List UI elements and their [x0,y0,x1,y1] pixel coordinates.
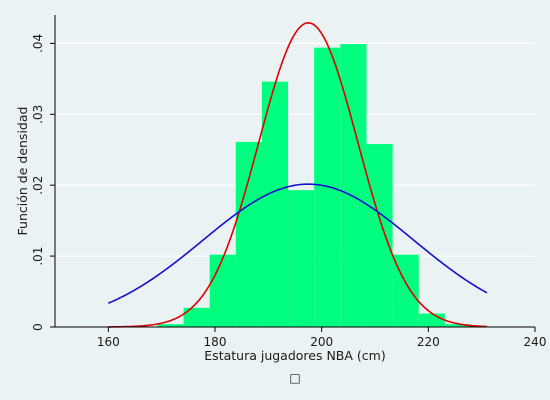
x-tick-label: 160 [97,335,120,349]
histogram-bar [261,81,289,328]
histogram-bar [418,313,445,327]
histogram-bar [366,144,393,327]
histogram-bar [235,141,262,327]
y-tick-label: .01 [31,247,45,266]
histogram-bar [157,324,184,327]
histogram-bar [288,190,315,327]
x-tick-label: 180 [204,335,227,349]
histogram-bar [183,307,210,327]
y-axis-title: Función de densidad [15,107,30,236]
normal-density-curve [108,183,488,304]
histogram-bar [340,44,367,328]
y-tick-label: .04 [31,34,45,53]
density-curves [108,22,488,328]
y-tick-label: .03 [31,105,45,124]
x-tick-label: 240 [524,335,547,349]
x-axis-title: Estatura jugadores NBA (cm) [204,348,385,363]
axes [54,15,535,328]
y-tick-label: .02 [31,176,45,195]
histogram-bar [209,254,236,327]
legend-box-icon: □ [289,371,300,385]
x-ticks: 160 180 200 220 240 [97,327,547,349]
y-ticks: 0 .01 .02 .03 .04 [31,34,55,331]
x-tick-label: 220 [417,335,440,349]
x-tick-label: 200 [310,335,333,349]
histogram-bar [444,324,471,327]
histogram-bar [314,47,341,327]
histogram-bars [157,44,471,328]
normal-density-curve [108,22,488,328]
y-tick-label: 0 [31,323,45,331]
